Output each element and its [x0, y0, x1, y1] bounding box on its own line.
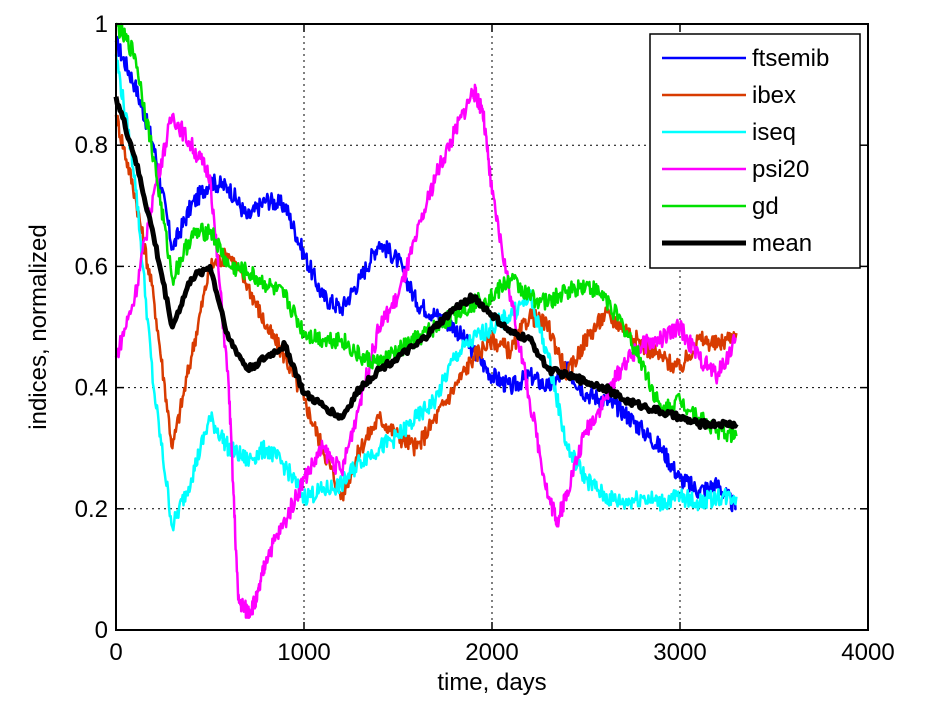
axis-ticks: 0 1000 2000 3000 4000 0 0.2 0.4 0.6 0.8 1	[75, 11, 895, 666]
y-tick-label: 0.8	[75, 132, 108, 159]
x-tick-label: 4000	[841, 639, 894, 666]
x-tick-label: 1000	[277, 639, 330, 666]
x-tick-label: 0	[109, 639, 122, 666]
x-axis-label: time, days	[437, 669, 546, 696]
series-line-mean	[113, 96, 739, 430]
x-tick-label: 2000	[465, 639, 518, 666]
y-tick-label: 0.2	[75, 496, 108, 523]
series-line-iseq	[114, 54, 738, 532]
legend-label-psi20: psi20	[752, 156, 809, 183]
legend-box	[649, 33, 861, 269]
legend-label-gd: gd	[752, 193, 779, 220]
legend: ftsemib ibex iseq psi20 gd mean	[649, 33, 861, 269]
legend-label-ibex: ibex	[752, 82, 796, 109]
y-tick-label: 0.6	[75, 253, 108, 280]
series-line-gd	[115, 22, 738, 444]
series-lines	[113, 22, 739, 620]
series-line-ftsemib	[114, 35, 737, 513]
y-axis-label: indices, normalized	[25, 224, 52, 429]
y-tick-label: 1	[95, 11, 108, 38]
series-line-psi20	[114, 83, 737, 620]
x-tick-label: 3000	[653, 639, 706, 666]
legend-label-iseq: iseq	[752, 119, 796, 146]
y-tick-label: 0	[95, 617, 108, 644]
y-tick-label: 0.4	[75, 375, 108, 402]
legend-label-mean: mean	[752, 230, 812, 257]
grid	[116, 24, 868, 630]
legend-label-ftsemib: ftsemib	[752, 45, 829, 72]
